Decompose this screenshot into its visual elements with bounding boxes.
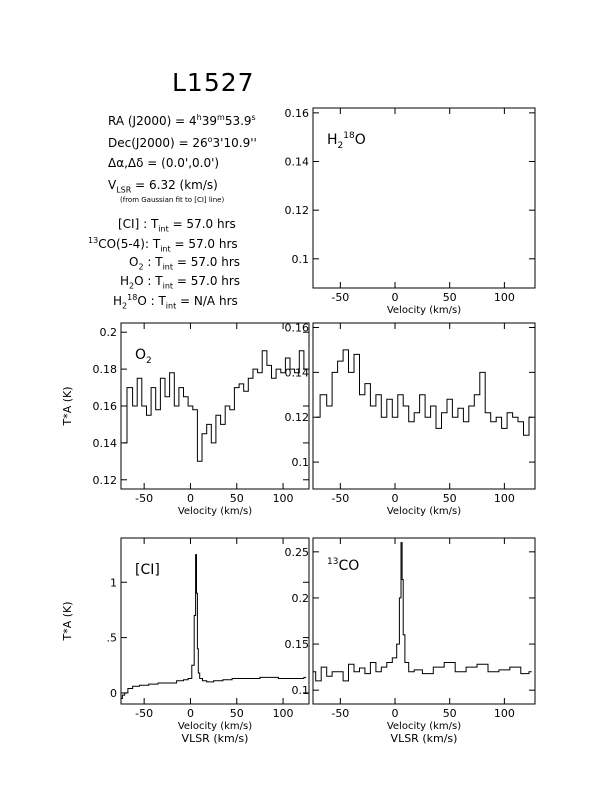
y-tick-label: 0.25 (285, 546, 310, 559)
plot-frame (120, 322, 310, 490)
x-tick-label: 50 (443, 707, 457, 720)
x-axis-label: Velocity (km/s) (387, 506, 461, 517)
integration-line-label: O : (134, 274, 152, 288)
ra-line: RA (J2000) = 4h39m53.9s (108, 113, 256, 128)
spectrum-line (316, 349, 532, 436)
chart-13co: -50 0 50 100 0.1 0.15 0.2 0.25 Velocity (km/s)VL… (285, 537, 536, 745)
vlsr-note: (from Gaussian fit to [CI] line) (120, 196, 225, 204)
y-axis-label: T*A (K) (61, 601, 74, 641)
integration-row: 13CO(5-4): Tint = 57.0 hrs (88, 236, 238, 254)
x-tick-label: 0 (392, 492, 399, 505)
x-tick-label: 100 (494, 291, 515, 304)
integration-line-label: O : (137, 294, 155, 308)
panel-label: H218O (327, 131, 366, 151)
y-tick-label: 0.16 (285, 107, 310, 120)
plot-frame (312, 322, 536, 490)
x-tick-label: 0 (187, 492, 194, 505)
y-tick-label: 0.14 (93, 437, 118, 450)
panel-label: 13CO (327, 557, 359, 574)
y-tick-label: 0 (110, 687, 117, 700)
x-tick-label: -50 (135, 492, 153, 505)
integration-value: = 57.0 hrs (176, 274, 241, 288)
page-title: L1527 (172, 68, 255, 97)
integration-row: O2 : Tint = 57.0 hrs (129, 255, 241, 272)
y-tick-label: 0.1 (292, 253, 310, 266)
y-tick-label: 0.16 (285, 321, 310, 334)
integration-line-label: : (143, 255, 152, 269)
y-tick-label: 0.12 (285, 411, 310, 424)
plot-frame (312, 107, 536, 289)
ra-minutes: 39 (201, 114, 218, 128)
vlsr-line: VLSR = 6.32 (km/s) (108, 178, 218, 195)
dec-degrees: 26 (192, 136, 208, 150)
y-tick-label: 0.14 (285, 156, 310, 169)
chart-ci: -50 0 50 100 0 .5 1 Velocity (km/s)VLSR (km/s) T… (61, 537, 310, 745)
y-axis-label: T*A (K) (61, 386, 74, 426)
x-tick-label: -50 (331, 492, 349, 505)
integration-value: = 57.0 hrs (174, 237, 238, 251)
vlsr-value: = 6.32 (km/s) (135, 178, 218, 192)
panel-label: O2 (135, 347, 152, 366)
x-tick-label: -50 (331, 291, 349, 304)
y-tick-label: 0.18 (93, 363, 118, 376)
integration-row: H2O : Tint = 57.0 hrs (120, 274, 241, 291)
y-tick-label: 0.16 (93, 400, 118, 413)
spectrum-line (123, 350, 307, 462)
x-tick-label: -50 (331, 707, 349, 720)
integration-value: = 57.0 hrs (176, 255, 241, 269)
x-axis-label: Velocity (km/s) (178, 721, 252, 732)
offset-line: Δα,Δδ = (0.0',0.0') (108, 156, 220, 170)
x-axis-label-2: VLSR (km/s) (391, 732, 458, 745)
x-tick-label: 0 (187, 707, 194, 720)
ra-hours: 4 (189, 114, 197, 128)
ra-seconds: 53.9 (224, 114, 252, 128)
chart-h2o: -50 0 50 100 0.1 0.12 0.14 0.16 Velocity (km/s) (285, 321, 536, 517)
x-axis-label-2: VLSR (km/s) (182, 732, 249, 745)
x-tick-label: -50 (135, 707, 153, 720)
plot-frame (120, 537, 310, 705)
y-tick-label: 1 (110, 576, 117, 589)
dec-label: Dec(J2000) (108, 136, 175, 150)
panel-label: [CI] (135, 562, 160, 578)
x-tick-label: 0 (392, 291, 399, 304)
chart-o2: -50 0 50 100 0.12 0.14 0.16 0.18 0.2 Velocity (km… (61, 322, 310, 517)
y-tick-label: 0.2 (292, 592, 310, 605)
x-axis-label: Velocity (km/s) (387, 305, 461, 316)
y-tick-label: 0.14 (285, 366, 310, 379)
x-tick-label: 50 (230, 707, 244, 720)
y-tick-label: .5 (107, 632, 118, 645)
ra-label: RA (J2000) (108, 114, 172, 128)
x-tick-label: 50 (443, 291, 457, 304)
x-tick-label: 100 (273, 492, 294, 505)
spectrum-line (121, 554, 307, 699)
dec-line: Dec(J2000) = 26o3'10.9'' (108, 135, 257, 150)
integration-value: = 57.0 hrs (172, 217, 236, 231)
x-tick-label: 50 (230, 492, 244, 505)
integration-row: H218O : Tint = N/A hrs (113, 293, 238, 311)
x-tick-label: 50 (443, 492, 457, 505)
y-tick-label: 0.1 (292, 684, 310, 697)
x-axis-label: Velocity (km/s) (178, 506, 252, 517)
x-tick-label: 100 (273, 707, 294, 720)
y-tick-label: 0.12 (93, 474, 118, 487)
x-tick-label: 0 (392, 707, 399, 720)
y-tick-label: 0.15 (285, 638, 310, 651)
x-axis-label: Velocity (km/s) (387, 721, 461, 732)
spectrum-line (313, 542, 532, 682)
x-tick-label: 100 (494, 707, 515, 720)
integration-line-label: CO(5-4): (98, 237, 150, 251)
integration-value: = N/A hrs (180, 294, 238, 308)
integration-line-label: [CI] : (118, 217, 148, 231)
plot-frame (312, 537, 536, 705)
offset-value: (0.0',0.0') (161, 156, 220, 170)
x-tick-label: 100 (494, 492, 515, 505)
dec-rest: 3'10.9'' (212, 136, 257, 150)
chart-h218o: -50 0 50 100 0.1 0.12 0.14 0.16 Velocity (km/s) H… (285, 107, 536, 316)
y-tick-label: 0.2 (100, 326, 118, 339)
y-tick-label: 0.12 (285, 204, 310, 217)
y-tick-label: 0.1 (292, 456, 310, 469)
offset-label: Δα,Δδ (108, 156, 144, 170)
integration-row: [CI] : Tint = 57.0 hrs (118, 217, 236, 234)
